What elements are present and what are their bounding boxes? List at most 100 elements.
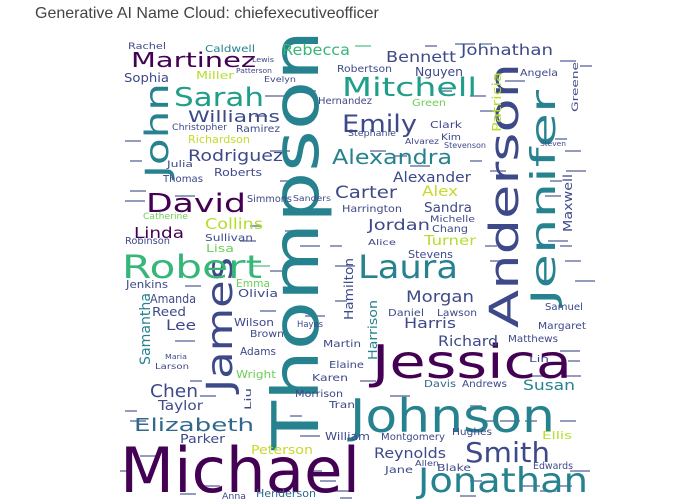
word-karen: Karen (312, 373, 348, 384)
filler-word-mark (568, 360, 580, 362)
word-amanda: Amanda (150, 292, 196, 306)
word-david: David (146, 189, 246, 219)
word-green: Green (412, 98, 446, 109)
filler-word-mark (560, 245, 572, 247)
filler-word-mark (280, 180, 296, 182)
word-kim: Kim (441, 133, 461, 143)
word-taylor: Taylor (157, 399, 204, 414)
filler-word-mark (265, 95, 285, 97)
word-james: James (200, 257, 241, 394)
word-julia: Julia (166, 160, 193, 170)
filler-word-mark (310, 470, 322, 472)
word-edwards: Edwards (533, 461, 573, 472)
word-morgan: Morgan (406, 287, 474, 306)
word-harrington: Harrington (342, 204, 402, 215)
word-hamilton: Hamilton (342, 258, 356, 320)
word-samantha: Samantha (138, 293, 154, 365)
filler-word-mark (300, 245, 320, 247)
filler-word-mark (290, 425, 306, 427)
filler-word-mark (185, 285, 201, 287)
filler-word-mark (370, 150, 386, 152)
word-jennifer: Jennifer (524, 90, 564, 308)
word-liu: Liu (244, 388, 254, 410)
word-morrison: Morrison (295, 389, 343, 400)
word-alice: Alice (368, 238, 396, 247)
filler-word-mark (460, 495, 476, 497)
word-christopher: Christopher (172, 123, 227, 133)
word-margaret: Margaret (538, 321, 586, 332)
word-chang: Chang (432, 224, 468, 235)
word-maria: Maria (165, 353, 187, 361)
word-sophia: Sophia (124, 71, 169, 85)
word-daniel: Daniel (388, 308, 424, 319)
filler-word-mark (565, 150, 581, 152)
word-richardson: Richardson (188, 133, 250, 146)
word-johnson: Johnson (347, 389, 555, 443)
word-susan: Susan (523, 378, 575, 394)
word-collins: Collins (205, 215, 263, 233)
word-thomas: Thomas (162, 174, 203, 185)
word-martinez: Martinez (131, 48, 256, 72)
filler-word-mark (560, 485, 572, 487)
filler-word-mark (555, 138, 567, 140)
word-andrews: Andrews (462, 379, 507, 390)
filler-word-mark (548, 240, 568, 242)
word-tran: Tran (328, 400, 355, 411)
word-stevens: Stevens (408, 248, 453, 261)
filler-word-mark (470, 480, 482, 482)
word-wright: Wright (236, 368, 277, 381)
word-turner: Turner (423, 234, 477, 249)
word-hayes: Hayes (297, 320, 323, 330)
filler-word-mark (410, 165, 430, 167)
filler-word-mark (180, 493, 196, 495)
word-allen: Allen (415, 459, 439, 468)
word-sullivan: Sullivan (205, 233, 253, 244)
word-nguyen: Nguyen (415, 65, 463, 79)
filler-word-mark (360, 380, 376, 382)
filler-word-mark (565, 260, 581, 262)
filler-word-mark (545, 195, 561, 197)
filler-word-mark (175, 195, 195, 197)
word-mitchell: Mitchell (342, 73, 477, 103)
filler-word-mark (175, 340, 195, 342)
filler-word-mark (250, 265, 270, 267)
word-emma: Emma (236, 277, 270, 290)
filler-word-mark (120, 470, 132, 472)
word-rachel: Rachel (128, 42, 166, 52)
word-patterson: Patterson (236, 67, 272, 75)
filler-word-mark (395, 155, 407, 157)
filler-word-mark (330, 245, 342, 247)
word-roberts: Roberts (214, 166, 262, 179)
word-hughes: Hughes (452, 427, 492, 438)
word-sandra: Sandra (424, 201, 472, 216)
word-lawson: Lawson (437, 308, 477, 319)
filler-word-mark (485, 245, 497, 247)
word-miller: Miller (196, 69, 235, 82)
filler-word-mark (125, 200, 145, 202)
word-michael: Michael (120, 434, 360, 500)
filler-word-mark (550, 180, 562, 182)
filler-word-mark (480, 43, 492, 45)
word-laura: Laura (358, 248, 458, 286)
word-alvarez: Alvarez (405, 137, 439, 146)
filler-word-mark (270, 270, 282, 272)
word-wilson: Wilson (234, 316, 274, 329)
filler-word-mark (130, 420, 146, 422)
word-peterson: Peterson (251, 443, 313, 457)
filler-word-mark (355, 45, 371, 47)
chart-title: Generative AI Name Cloud: chiefexecutive… (35, 5, 379, 22)
filler-word-mark (300, 90, 316, 92)
word-john: John (138, 83, 176, 181)
filler-word-mark (560, 60, 576, 62)
word-angela: Angela (520, 68, 558, 79)
word-davis: Davis (424, 379, 456, 390)
word-adams: Adams (240, 345, 276, 358)
word-evelyn: Evelyn (264, 75, 296, 84)
word-patricia: Patricia (490, 72, 504, 132)
filler-word-mark (565, 375, 581, 377)
filler-word-mark (285, 230, 297, 232)
word-hernandez: Hernandez (318, 96, 372, 107)
word-lin: Lin (529, 355, 549, 365)
filler-word-mark (490, 260, 506, 262)
filler-word-mark (560, 350, 580, 352)
